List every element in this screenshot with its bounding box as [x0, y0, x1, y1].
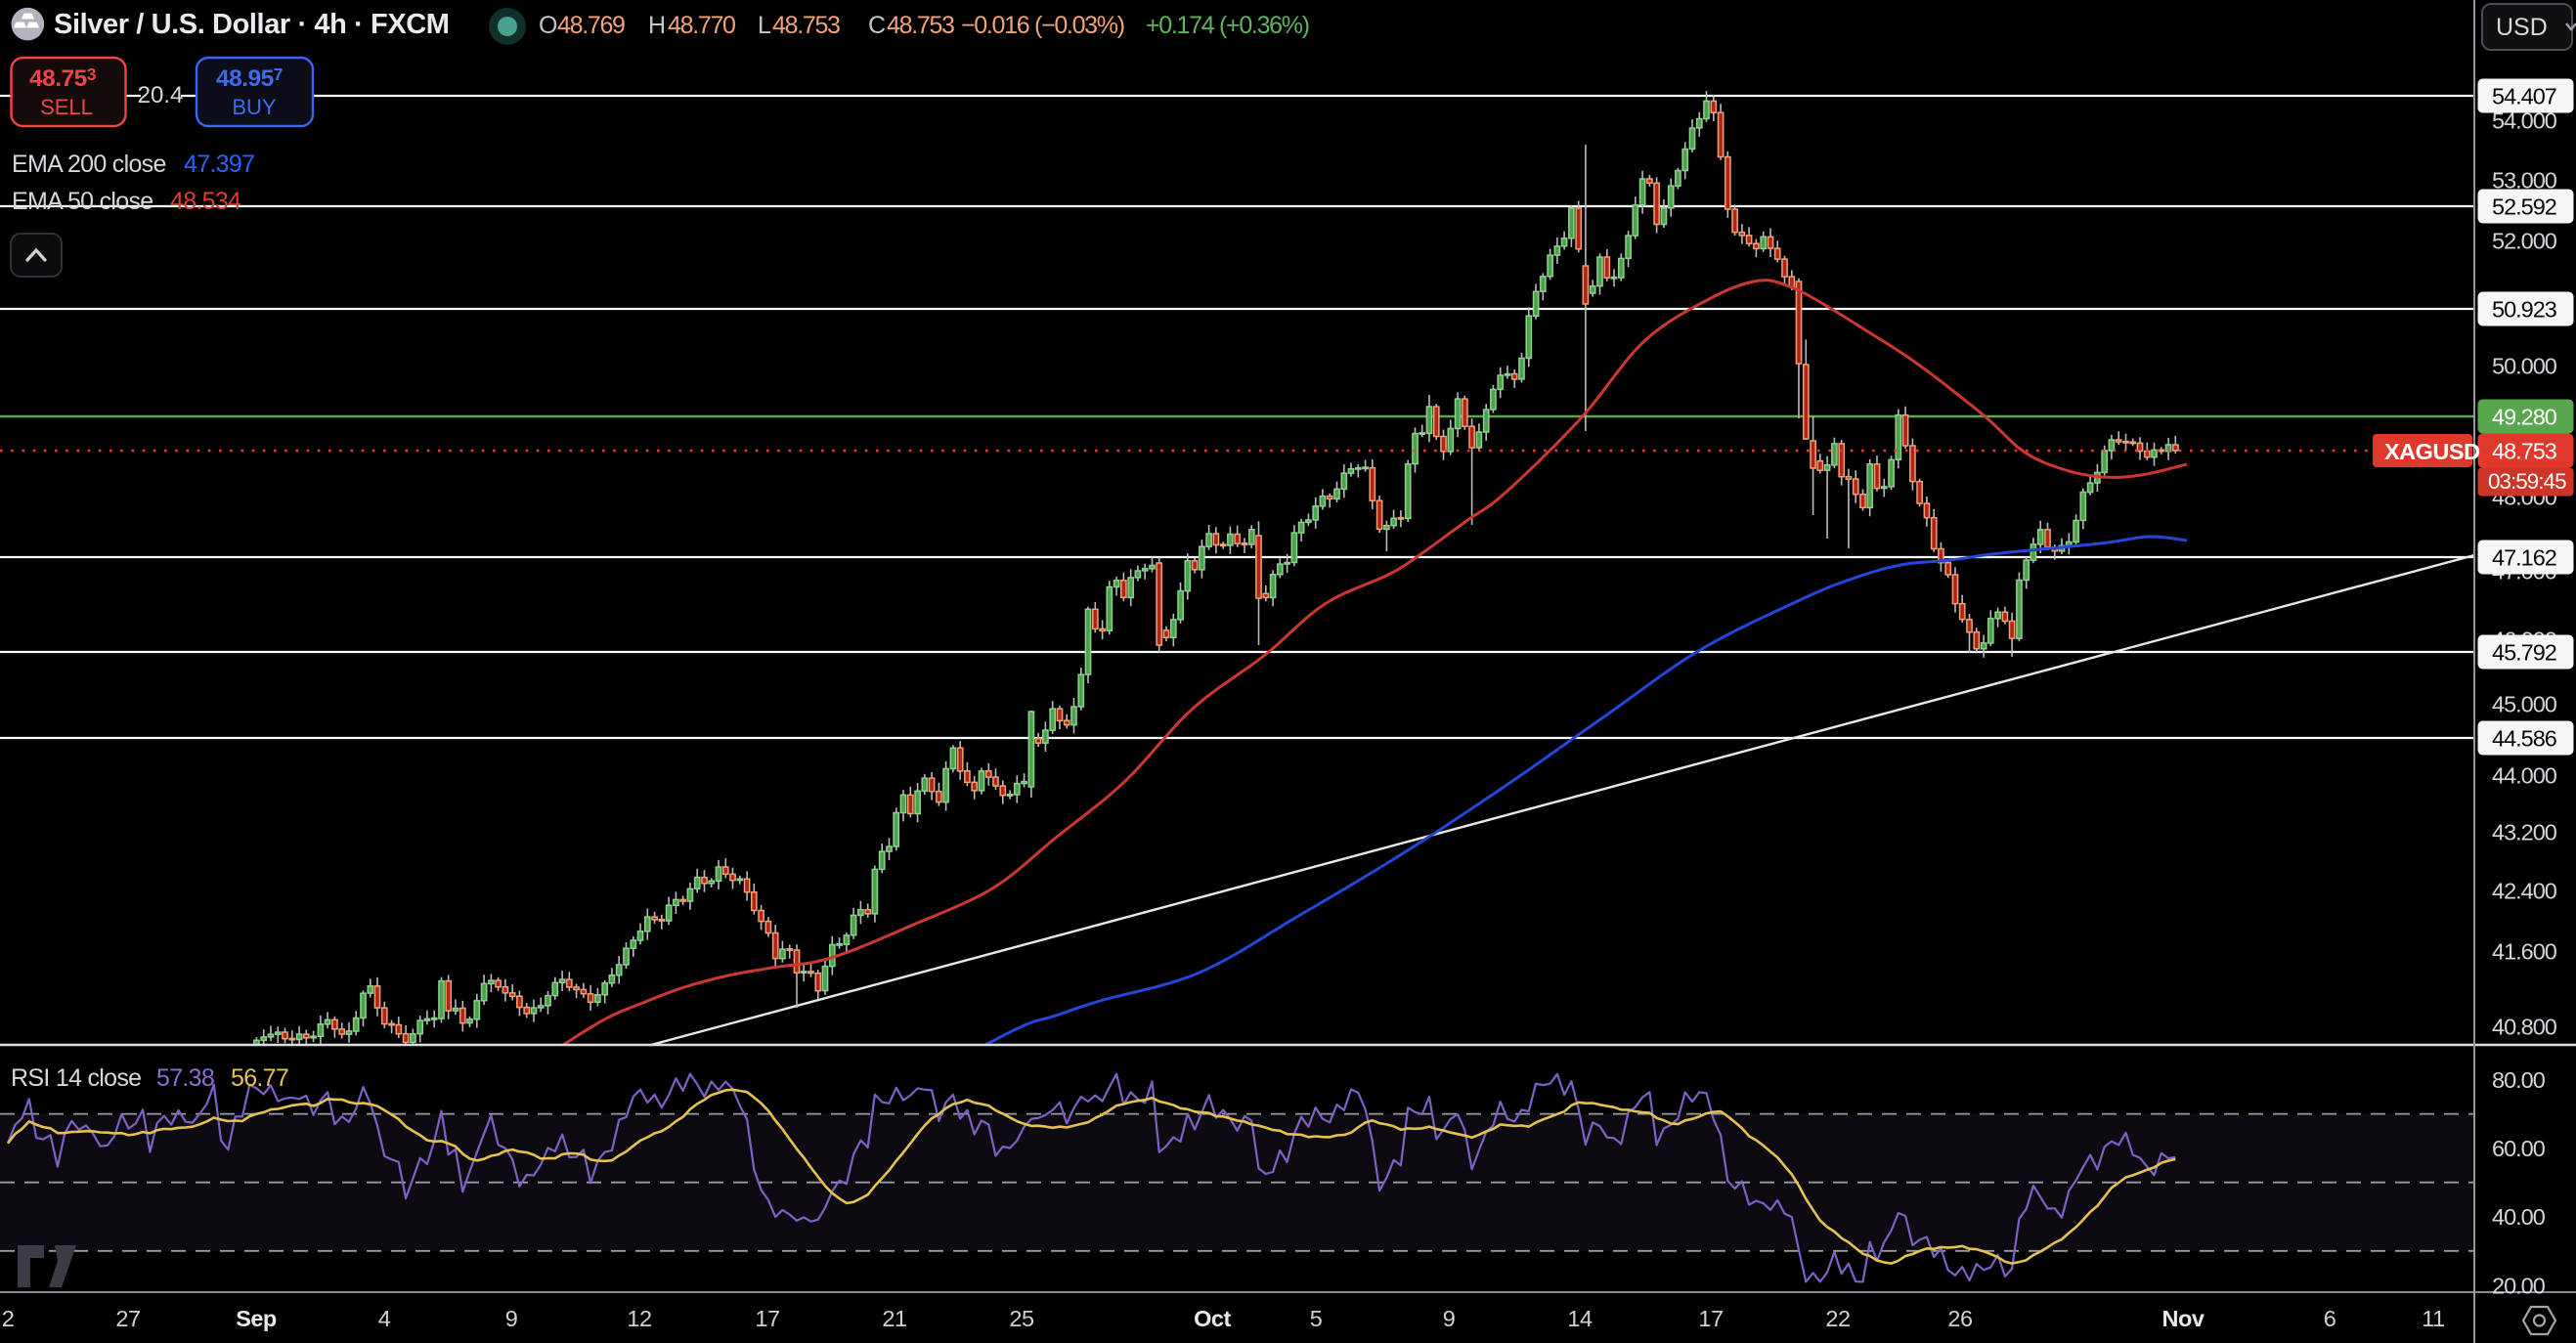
svg-text:BUY: BUY — [232, 95, 277, 119]
svg-text:RSI 14 close: RSI 14 close — [11, 1064, 141, 1092]
svg-text:80.00: 80.00 — [2492, 1067, 2546, 1093]
svg-text:O: O — [539, 12, 557, 39]
svg-text:20.4: 20.4 — [138, 82, 184, 108]
svg-text:44.000: 44.000 — [2492, 763, 2557, 789]
svg-text:2: 2 — [2, 1306, 15, 1331]
svg-text:EMA 200 close: EMA 200 close — [12, 151, 166, 178]
svg-text:45.792: 45.792 — [2492, 640, 2556, 666]
svg-text:25: 25 — [1009, 1306, 1034, 1331]
svg-text:H: H — [648, 12, 665, 39]
svg-text:6: 6 — [2324, 1306, 2336, 1331]
svg-text:50.000: 50.000 — [2492, 354, 2557, 379]
svg-text:52.592: 52.592 — [2492, 195, 2556, 220]
svg-text:52.000: 52.000 — [2492, 229, 2557, 254]
svg-text:11: 11 — [2422, 1306, 2444, 1331]
svg-text:USD: USD — [2496, 14, 2548, 41]
svg-text:57.38: 57.38 — [156, 1064, 214, 1092]
svg-text:XAGUSD: XAGUSD — [2384, 439, 2480, 464]
svg-text:48.534: 48.534 — [170, 188, 241, 215]
svg-text:42.400: 42.400 — [2492, 879, 2557, 904]
svg-text:48.769: 48.769 — [557, 12, 625, 39]
svg-text:44.586: 44.586 — [2492, 726, 2557, 752]
svg-text:48.753: 48.753 — [887, 12, 954, 39]
svg-text:26: 26 — [1947, 1306, 1973, 1331]
svg-text:48.753: 48.753 — [29, 65, 97, 92]
svg-text:03:59:45: 03:59:45 — [2488, 469, 2566, 494]
svg-text:60.00: 60.00 — [2492, 1136, 2546, 1161]
svg-text:47.162: 47.162 — [2492, 545, 2556, 571]
svg-text:48.753: 48.753 — [772, 12, 840, 39]
svg-text:14: 14 — [1567, 1306, 1593, 1331]
svg-text:9: 9 — [1443, 1306, 1456, 1331]
svg-text:L: L — [758, 12, 771, 39]
svg-text:20.00: 20.00 — [2492, 1273, 2546, 1298]
svg-text:49.280: 49.280 — [2492, 405, 2557, 430]
svg-text:17: 17 — [755, 1306, 779, 1331]
svg-text:56.77: 56.77 — [231, 1064, 288, 1092]
svg-text:48.770: 48.770 — [668, 12, 735, 39]
svg-text:41.600: 41.600 — [2492, 939, 2557, 965]
svg-text:43.200: 43.200 — [2492, 820, 2557, 845]
svg-text:45.000: 45.000 — [2492, 692, 2557, 717]
svg-text:54.407: 54.407 — [2492, 84, 2556, 109]
svg-text:+0.174 (+0.36%): +0.174 (+0.36%) — [1146, 12, 1309, 39]
svg-text:48.753: 48.753 — [2492, 439, 2557, 464]
svg-text:53.000: 53.000 — [2492, 168, 2557, 194]
svg-text:27: 27 — [115, 1306, 140, 1331]
svg-text:9: 9 — [505, 1306, 518, 1331]
svg-text:48.957: 48.957 — [216, 65, 283, 92]
svg-text:EMA 50 close: EMA 50 close — [12, 188, 153, 215]
svg-text:40.00: 40.00 — [2492, 1204, 2546, 1230]
svg-text:−0.016 (−0.03%): −0.016 (−0.03%) — [961, 12, 1124, 39]
svg-text:5: 5 — [1310, 1306, 1323, 1331]
svg-text:50.923: 50.923 — [2492, 297, 2557, 323]
svg-text:Nov: Nov — [2162, 1306, 2205, 1331]
svg-text:21: 21 — [882, 1306, 906, 1331]
svg-text:22: 22 — [1825, 1306, 1850, 1331]
svg-text:40.800: 40.800 — [2492, 1015, 2557, 1040]
svg-text:47.397: 47.397 — [184, 151, 254, 178]
svg-text:Sep: Sep — [236, 1306, 277, 1331]
svg-text:12: 12 — [627, 1306, 651, 1331]
svg-text:17: 17 — [1698, 1306, 1723, 1331]
svg-text:C: C — [868, 12, 886, 39]
svg-text:4: 4 — [378, 1306, 391, 1331]
svg-text:SELL: SELL — [40, 95, 93, 119]
svg-text:Silver / U.S. Dollar · 4h · FX: Silver / U.S. Dollar · 4h · FXCM — [54, 9, 450, 40]
svg-text:Oct: Oct — [1194, 1306, 1231, 1331]
